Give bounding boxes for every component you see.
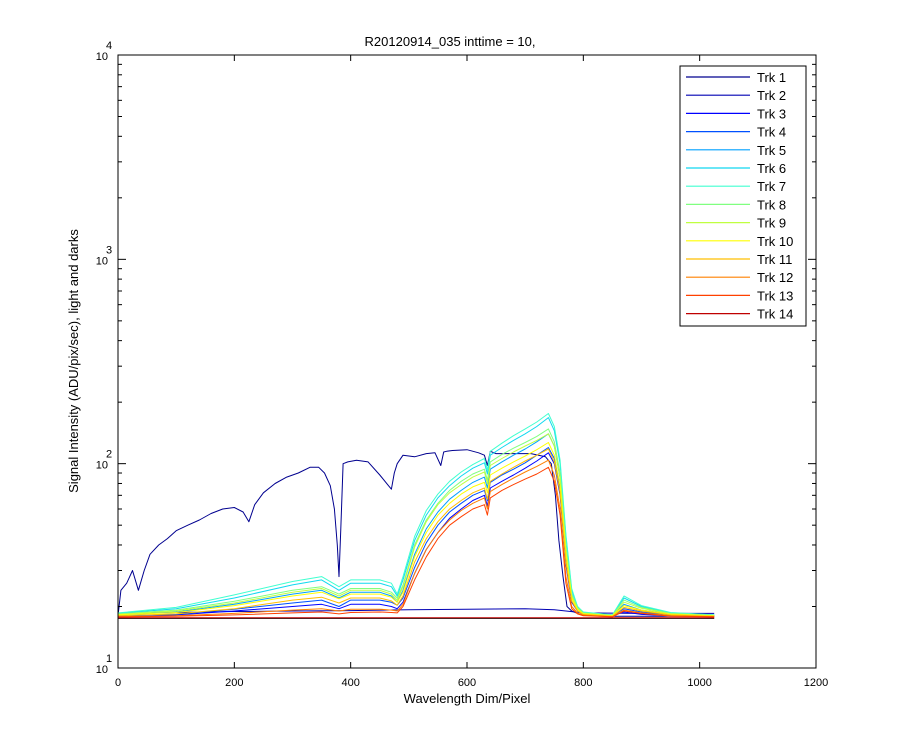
legend-label: Trk 6 xyxy=(757,161,786,176)
x-tick-label: 1000 xyxy=(687,677,711,689)
series-line-trk-1 xyxy=(117,449,715,617)
y-axis-label: Signal Intensity (ADU/pix/sec), light an… xyxy=(66,229,81,493)
y-tick-label: 10 xyxy=(96,460,108,472)
legend-label: Trk 11 xyxy=(757,252,792,267)
y-tick-exponent: 3 xyxy=(106,244,112,256)
series-line-trk-9 xyxy=(117,433,715,617)
x-tick-label: 200 xyxy=(225,677,243,689)
legend-label: Trk 7 xyxy=(757,179,786,194)
x-tick-label: 600 xyxy=(458,677,476,689)
legend-label: Trk 5 xyxy=(757,143,786,158)
legend-label: Trk 2 xyxy=(757,88,786,103)
x-axis: 0 200 400 600 800 1000 1200 xyxy=(115,55,828,689)
series-line-trk-13 xyxy=(117,466,715,618)
chart-title: R20120914_035 inttime = 10, xyxy=(365,34,536,49)
legend-label: Trk 3 xyxy=(757,106,786,121)
legend-label: Trk 14 xyxy=(757,307,793,322)
series-line-trk-8 xyxy=(117,428,715,616)
y-tick-exponent: 1 xyxy=(106,653,112,665)
series-line-trk-12 xyxy=(117,459,715,618)
x-tick-label: 400 xyxy=(341,677,359,689)
x-tick-label: 800 xyxy=(574,677,592,689)
legend-label: Trk 12 xyxy=(757,270,793,285)
legend-box xyxy=(679,65,807,327)
legend-label: Trk 4 xyxy=(757,125,786,140)
series-line-trk-11 xyxy=(117,448,715,617)
series-line-trk-10 xyxy=(117,442,715,617)
legend-label: Trk 10 xyxy=(757,234,793,249)
legend-label: Trk 1 xyxy=(757,70,786,85)
x-tick-label: 0 xyxy=(115,677,121,689)
y-tick-label: 10 xyxy=(96,51,108,63)
legend-label: Trk 9 xyxy=(757,216,786,231)
y-tick-label: 10 xyxy=(96,255,108,267)
series-layer xyxy=(117,413,715,619)
legend-label: Trk 13 xyxy=(757,288,793,303)
y-tick-exponent: 4 xyxy=(106,40,112,52)
legend: Trk 1 Trk 2 Trk 3 Trk 4 Trk 5 Trk 6 Trk 7 Trk 8… xyxy=(679,65,807,327)
y-tick-label: 10 xyxy=(96,664,108,676)
x-axis-label: Wavelength Dim/Pixel xyxy=(404,691,531,706)
series-line-trk-7 xyxy=(117,413,715,616)
x-tick-label: 1200 xyxy=(804,677,828,689)
legend-label: Trk 8 xyxy=(757,197,786,212)
y-tick-exponent: 2 xyxy=(106,449,112,461)
